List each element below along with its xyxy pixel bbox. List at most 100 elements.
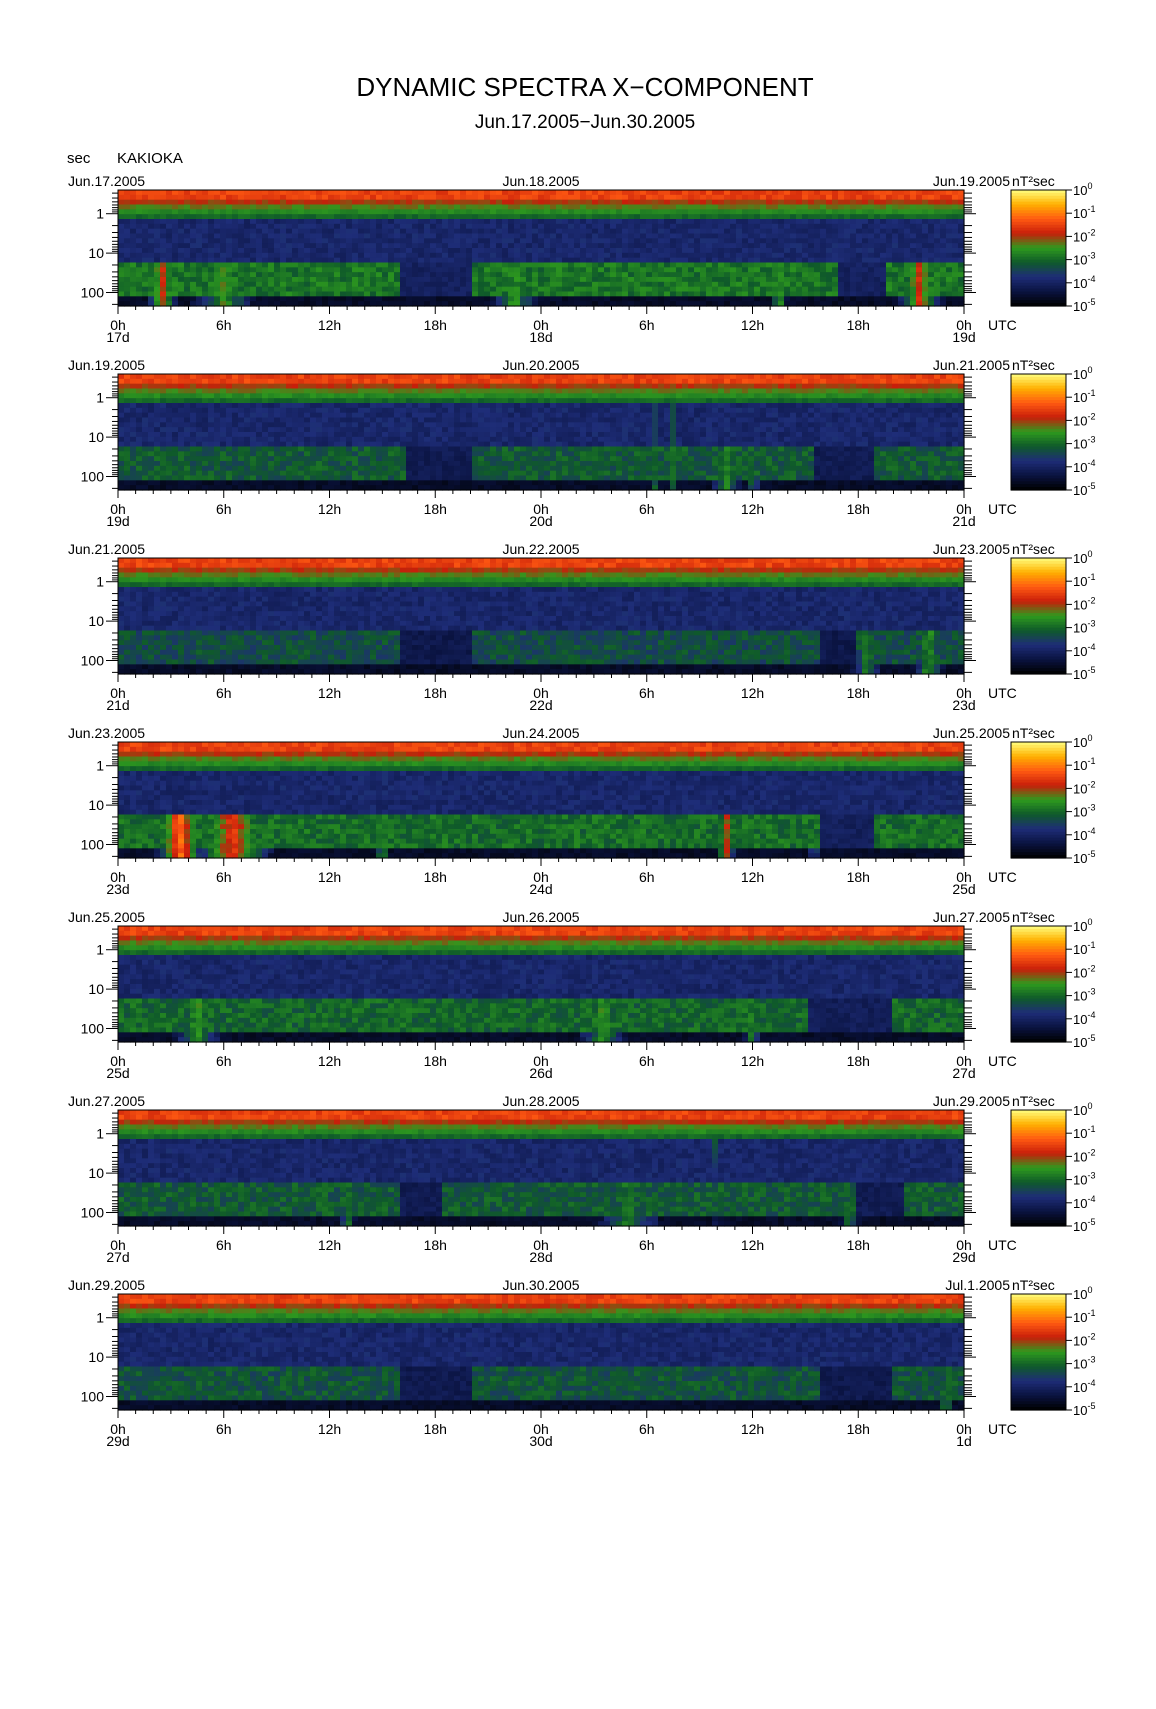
heatmap-cell (700, 287, 707, 292)
heatmap-cell (514, 253, 521, 258)
heatmap-cell (256, 229, 263, 234)
heatmap-cell (118, 466, 125, 471)
heatmap-cell (118, 461, 125, 466)
heatmap-cell (730, 292, 737, 297)
heatmap-cell (298, 282, 305, 287)
heatmap-cell (448, 456, 455, 461)
heatmap-cell (850, 248, 857, 253)
heatmap-cell (502, 296, 509, 301)
heatmap-cell (778, 219, 785, 224)
heatmap-cell (754, 292, 761, 297)
colorbar-tick-label: 10-1 (1073, 204, 1095, 221)
heatmap-cell (196, 238, 203, 243)
heatmap-cell (820, 292, 827, 297)
heatmap-cell (718, 238, 725, 243)
heatmap-cell (268, 384, 275, 389)
heatmap-cell (388, 296, 395, 301)
heatmap-cell (358, 214, 365, 219)
y-tick-label: 1 (96, 206, 104, 222)
heatmap-cell (400, 476, 407, 481)
heatmap-cell (640, 234, 647, 239)
heatmap-cell (256, 282, 263, 287)
heatmap-cell (250, 267, 257, 272)
heatmap-cell (310, 447, 317, 452)
heatmap-cell (166, 432, 173, 437)
heatmap-cell (136, 238, 143, 243)
heatmap-cell (184, 238, 191, 243)
heatmap-cell (472, 234, 479, 239)
heatmap-cell (796, 267, 803, 272)
heatmap-cell (472, 253, 479, 258)
heatmap-cell (412, 471, 419, 476)
heatmap-cell (718, 214, 725, 219)
heatmap-cell (322, 447, 329, 452)
heatmap-cell (328, 248, 335, 253)
heatmap-cell (448, 447, 455, 452)
heatmap-cell (850, 258, 857, 263)
heatmap-cell (190, 408, 197, 413)
heatmap-cell (844, 224, 851, 229)
heatmap-cell (322, 480, 329, 485)
heatmap-cell (400, 393, 407, 398)
heatmap-cell (196, 389, 203, 394)
heatmap-cell (340, 209, 347, 214)
heatmap-cell (364, 437, 371, 442)
heatmap-cell (256, 224, 263, 229)
heatmap-cell (118, 422, 125, 427)
heatmap-cell (922, 200, 929, 205)
heatmap-cell (322, 258, 329, 263)
heatmap-cell (280, 219, 287, 224)
heatmap-cell (466, 296, 473, 301)
heatmap-cell (340, 253, 347, 258)
heatmap-cell (328, 272, 335, 277)
heatmap-cell (478, 272, 485, 277)
heatmap-cell (250, 442, 257, 447)
heatmap-cell (532, 229, 539, 234)
heatmap-cell (304, 190, 311, 195)
heatmap-cell (214, 234, 221, 239)
heatmap-cell (142, 195, 149, 200)
heatmap-cell (856, 209, 863, 214)
heatmap-cell (784, 224, 791, 229)
heatmap-cell (352, 200, 359, 205)
heatmap-cell (718, 190, 725, 195)
heatmap-cell (430, 471, 437, 476)
heatmap-cell (124, 229, 131, 234)
heatmap-cell (820, 267, 827, 272)
heatmap-cell (862, 200, 869, 205)
heatmap-cell (448, 238, 455, 243)
heatmap-cell (424, 379, 431, 384)
heatmap-cell (274, 224, 281, 229)
heatmap-cell (496, 272, 503, 277)
heatmap-cell (460, 224, 467, 229)
heatmap-cell (226, 442, 233, 447)
heatmap-cell (784, 234, 791, 239)
heatmap-cell (490, 224, 497, 229)
heatmap-cell (304, 263, 311, 268)
heatmap-cell (394, 374, 401, 379)
heatmap-cell (154, 422, 161, 427)
heatmap-cell (172, 480, 179, 485)
heatmap-cell (682, 190, 689, 195)
heatmap-cell (136, 195, 143, 200)
heatmap-cell (142, 214, 149, 219)
heatmap-cell (208, 389, 215, 394)
heatmap-cell (544, 190, 551, 195)
heatmap-cell (490, 209, 497, 214)
heatmap-cell (142, 442, 149, 447)
heatmap-cell (358, 408, 365, 413)
heatmap-cell (226, 422, 233, 427)
heatmap-cell (670, 248, 677, 253)
heatmap-cell (640, 258, 647, 263)
heatmap-cell (382, 461, 389, 466)
heatmap-cell (826, 209, 833, 214)
heatmap-cell (838, 195, 845, 200)
heatmap-cell (316, 476, 323, 481)
heatmap-cell (298, 292, 305, 297)
heatmap-cell (448, 408, 455, 413)
heatmap-cell (370, 389, 377, 394)
heatmap-cell (400, 413, 407, 418)
heatmap-cell (508, 243, 515, 248)
heatmap-cell (166, 418, 173, 423)
heatmap-cell (172, 292, 179, 297)
